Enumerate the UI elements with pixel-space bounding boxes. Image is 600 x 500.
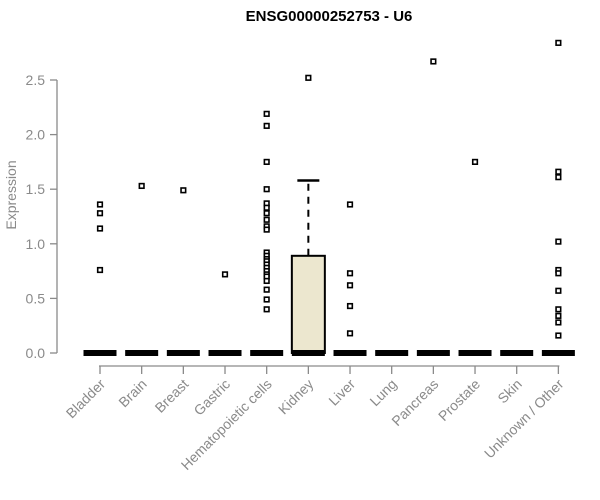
outlier-point xyxy=(555,319,562,326)
median-bar xyxy=(125,350,159,356)
outlier-point xyxy=(305,74,312,81)
chart-title: ENSG00000252753 - U6 xyxy=(245,8,413,25)
outlier-point xyxy=(346,201,354,208)
median-bar xyxy=(500,350,534,356)
x-category-label: Liver xyxy=(325,376,358,409)
outlier-point xyxy=(263,122,270,129)
outlier-point xyxy=(263,186,270,193)
outlier-point xyxy=(263,226,270,233)
median-bar xyxy=(375,350,409,356)
outlier-point xyxy=(555,287,562,294)
outlier-point xyxy=(263,277,270,285)
median-bar xyxy=(333,350,367,356)
outlier-point xyxy=(555,270,562,277)
outlier-point xyxy=(471,158,479,166)
median-bar xyxy=(250,350,284,356)
outlier-point xyxy=(555,332,562,339)
outlier-point xyxy=(346,302,354,310)
y-tick-label: 0.0 xyxy=(26,345,46,361)
outlier-point xyxy=(263,286,270,293)
x-category-label: Prostate xyxy=(435,376,483,424)
median-bar xyxy=(416,350,450,356)
y-tick-label: 0.5 xyxy=(26,290,46,306)
x-category-label: Bladder xyxy=(63,376,109,422)
median-bar xyxy=(166,350,200,356)
outlier-point xyxy=(96,266,104,274)
outlier-point xyxy=(555,238,562,245)
x-category-label: Kidney xyxy=(275,376,317,418)
outlier-point xyxy=(263,210,270,217)
x-category-label: Skin xyxy=(494,376,525,407)
outlier-point xyxy=(263,204,270,211)
median-bar xyxy=(291,350,325,356)
outlier-point xyxy=(263,216,270,223)
outlier-point xyxy=(555,306,562,313)
y-tick-label: 2.0 xyxy=(26,127,46,143)
outlier-point xyxy=(180,187,187,194)
outlier-point xyxy=(263,306,270,313)
median-bar xyxy=(458,350,492,356)
outlier-point xyxy=(96,201,104,208)
outlier-point xyxy=(555,168,562,175)
x-category-label: Brain xyxy=(115,376,149,410)
y-tick-label: 1.5 xyxy=(26,181,46,197)
outlier-point xyxy=(346,330,354,337)
x-category-label: Breast xyxy=(152,376,192,416)
median-bar xyxy=(208,350,242,356)
outlier-point xyxy=(263,110,270,117)
outlier-point xyxy=(138,182,145,190)
outlier-point xyxy=(430,58,437,65)
outlier-point xyxy=(555,39,562,46)
y-tick-label: 2.5 xyxy=(26,72,46,88)
outlier-point xyxy=(96,225,104,232)
outlier-point xyxy=(555,312,562,319)
outlier-point xyxy=(263,158,270,166)
y-tick-label: 1.0 xyxy=(26,236,46,252)
outlier-point xyxy=(555,174,562,181)
box xyxy=(290,254,326,354)
outlier-point xyxy=(221,271,229,278)
outlier-point xyxy=(346,270,354,277)
median-bar xyxy=(541,350,575,356)
x-category-label: Lung xyxy=(366,376,399,409)
outlier-point xyxy=(96,210,104,217)
x-category-label: Unknown / Other xyxy=(481,376,567,462)
median-bar xyxy=(83,350,117,356)
outlier-point xyxy=(346,282,354,289)
outlier-point xyxy=(263,296,270,303)
